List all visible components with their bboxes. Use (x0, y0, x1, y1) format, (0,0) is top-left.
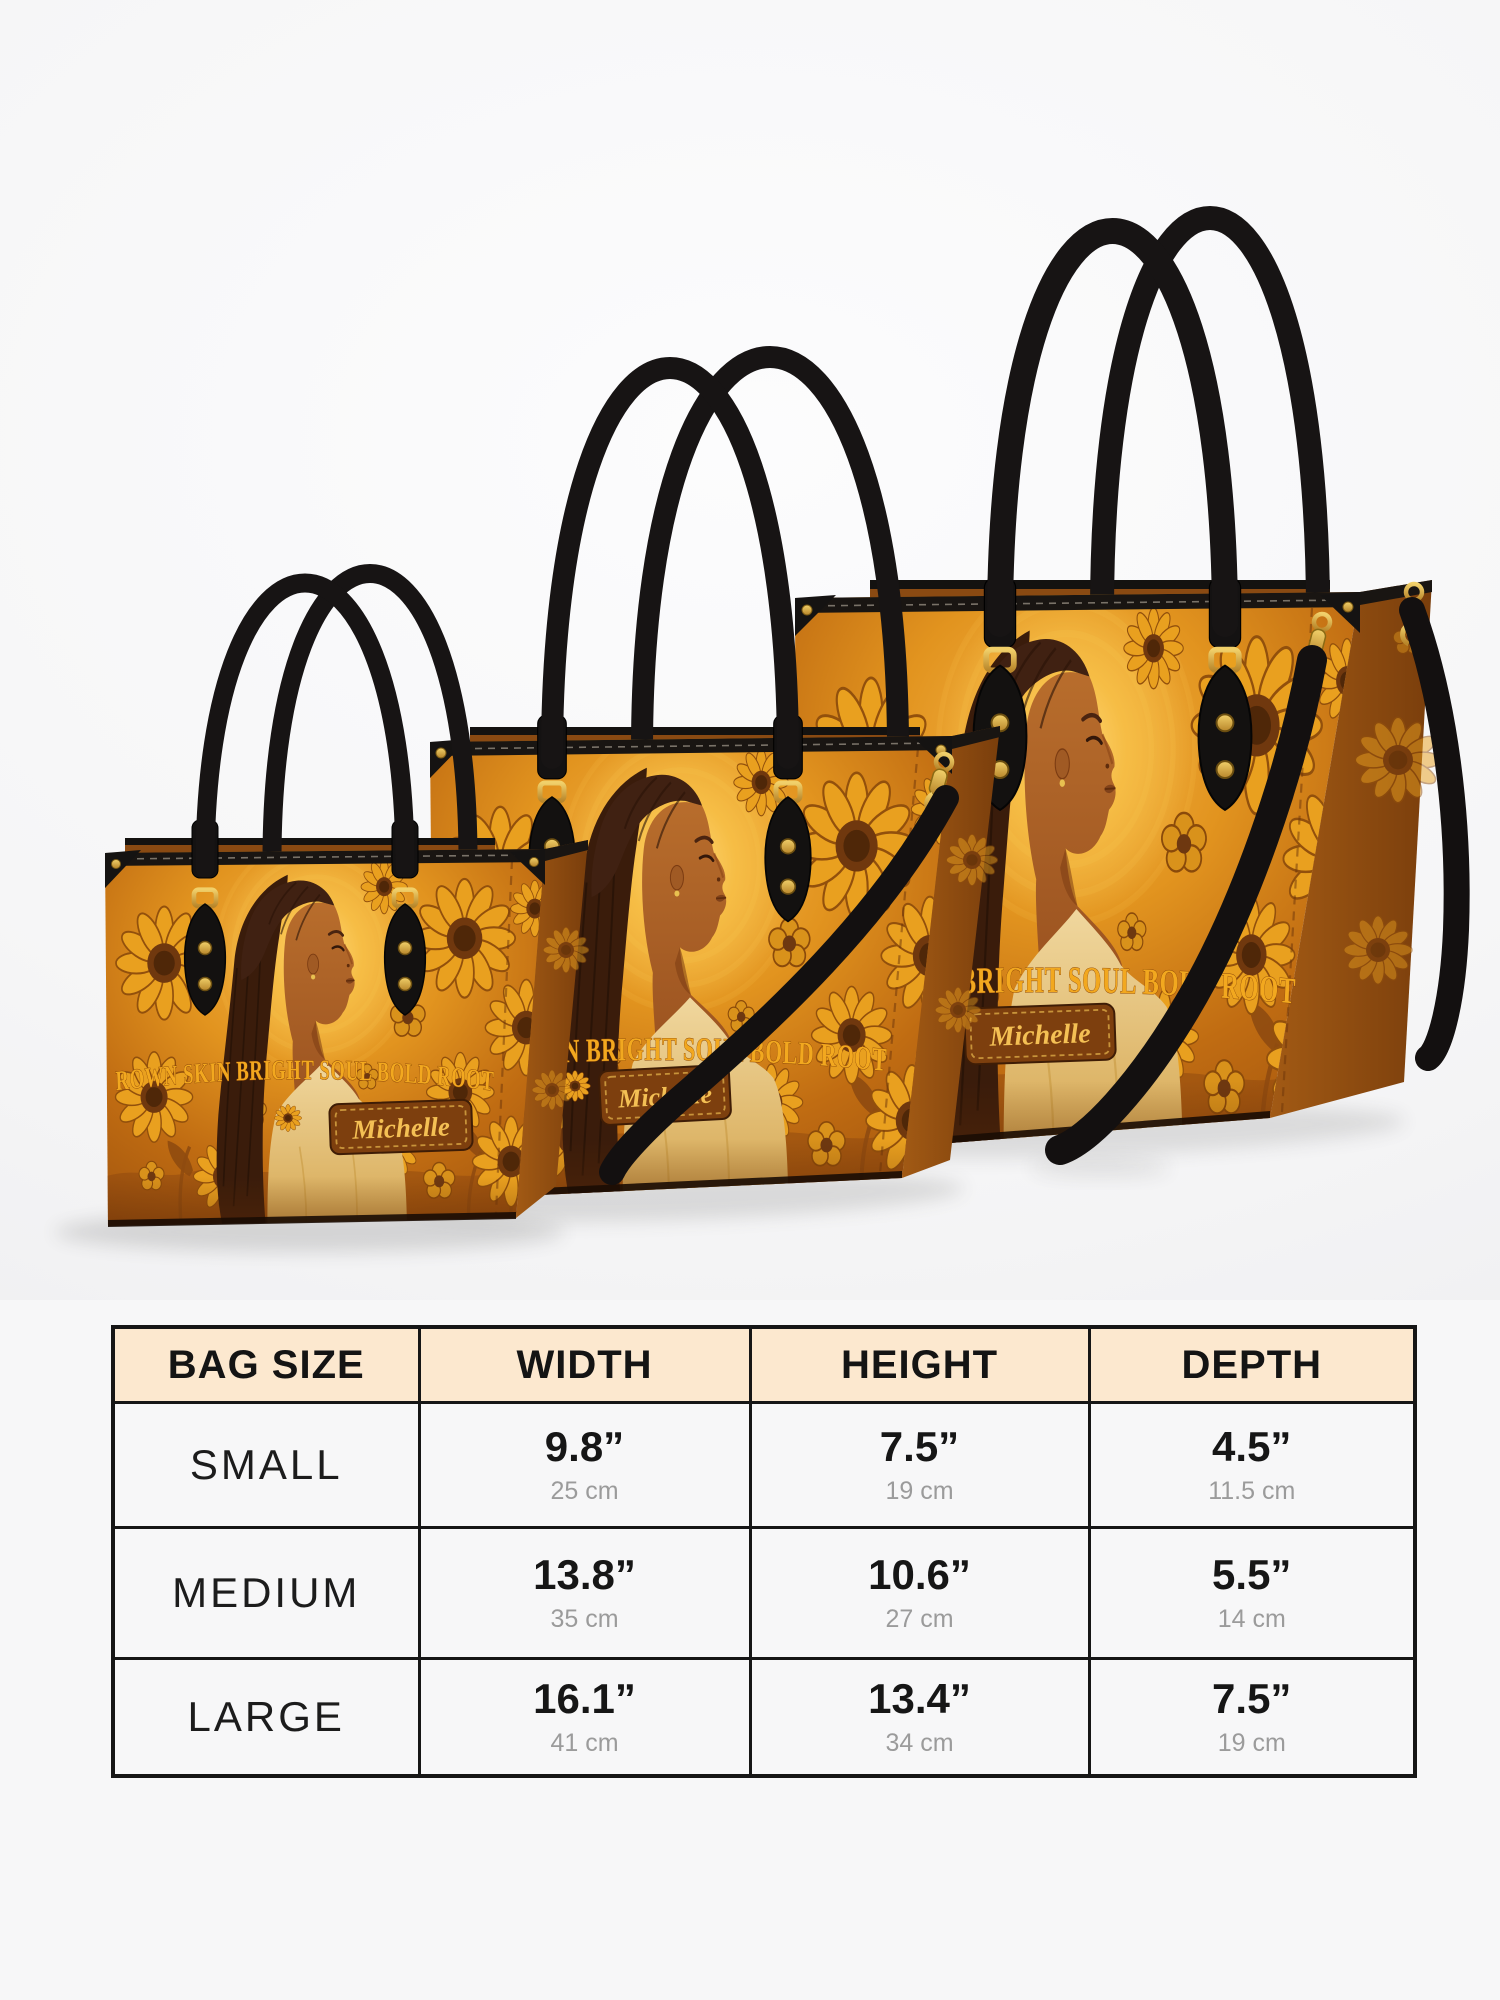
col-header-bag-size: BAG SIZE (111, 1325, 421, 1404)
depth-inches: 7.5” (1212, 1674, 1292, 1722)
height-inches: 13.4” (868, 1674, 971, 1722)
bag-personalized-name: Michelle (988, 1018, 1091, 1053)
size-label: MEDIUM (111, 1526, 421, 1660)
width-cm: 25 cm (550, 1477, 619, 1506)
col-header-height: HEIGHT (748, 1325, 1091, 1404)
width-inches: 16.1” (533, 1674, 636, 1722)
bag-large-front-handle (987, 218, 1238, 637)
depth-inches: 4.5” (1212, 1422, 1292, 1470)
depth-cm: 14 cm (1217, 1605, 1286, 1634)
height-cm: 27 cm (885, 1605, 954, 1634)
size-label: SMALL (111, 1401, 421, 1529)
height-inches: 10.6” (868, 1550, 971, 1598)
col-header-depth: DEPTH (1087, 1325, 1417, 1404)
table-row-small: SMALL 9.8” 25 cm 7.5” 19 cm 4.5” 11.5 cm (111, 1401, 1417, 1529)
size-label: LARGE (111, 1657, 421, 1778)
bag-medium-shoulder-strap (599, 752, 959, 1185)
height-inches: 7.5” (879, 1422, 960, 1470)
bag-large-name-patch: Michelle (963, 1002, 1117, 1066)
width-inches: 13.8” (533, 1550, 636, 1598)
col-header-width: WIDTH (417, 1325, 752, 1404)
width-cm: 41 cm (550, 1729, 619, 1758)
bag-large-back-handle (1090, 206, 1330, 626)
depth-cm: 11.5 cm (1208, 1477, 1296, 1506)
height-cm: 34 cm (885, 1729, 954, 1758)
width-inches: 9.8” (544, 1422, 625, 1470)
width-cm: 35 cm (550, 1605, 619, 1634)
product-photo: BROWN SKIN BRIGHT SOUL BOLD ROOTS Michel… (0, 0, 1500, 1300)
bag-small-front-handle (195, 573, 415, 878)
table-row-large: LARGE 16.1” 41 cm 13.4” 34 cm 7.5” 19 cm (111, 1657, 1417, 1778)
product-photo-svg: BROWN SKIN BRIGHT SOUL BOLD ROOTS Michel… (0, 0, 1470, 1252)
bag-large-shoulder-strap (1045, 583, 1470, 1165)
size-chart-header-row: BAG SIZE WIDTH HEIGHT DEPTH (111, 1325, 1417, 1404)
bag-small-back-handle (262, 564, 478, 870)
size-chart-table: BAG SIZE WIDTH HEIGHT DEPTH SMALL 9.8” 25… (111, 1325, 1417, 1778)
bag-personalized-name: Michelle (351, 1111, 450, 1144)
bag-medium-front-handle (541, 357, 799, 769)
bag-medium-back-handle (631, 346, 909, 761)
bag-small: BROWN SKIN BRIGHT SOUL BOLD ROOTS Michel… (0, 0, 590, 1227)
height-cm: 19 cm (885, 1477, 954, 1506)
depth-inches: 5.5” (1212, 1550, 1292, 1598)
depth-cm: 19 cm (1217, 1729, 1286, 1758)
bag-large-side-panel (1270, 580, 1432, 1118)
table-row-medium: MEDIUM 13.8” 35 cm 10.6” 27 cm 5.5” 14 cm (111, 1526, 1417, 1660)
bag-small-name-patch: Michelle (328, 1098, 474, 1156)
